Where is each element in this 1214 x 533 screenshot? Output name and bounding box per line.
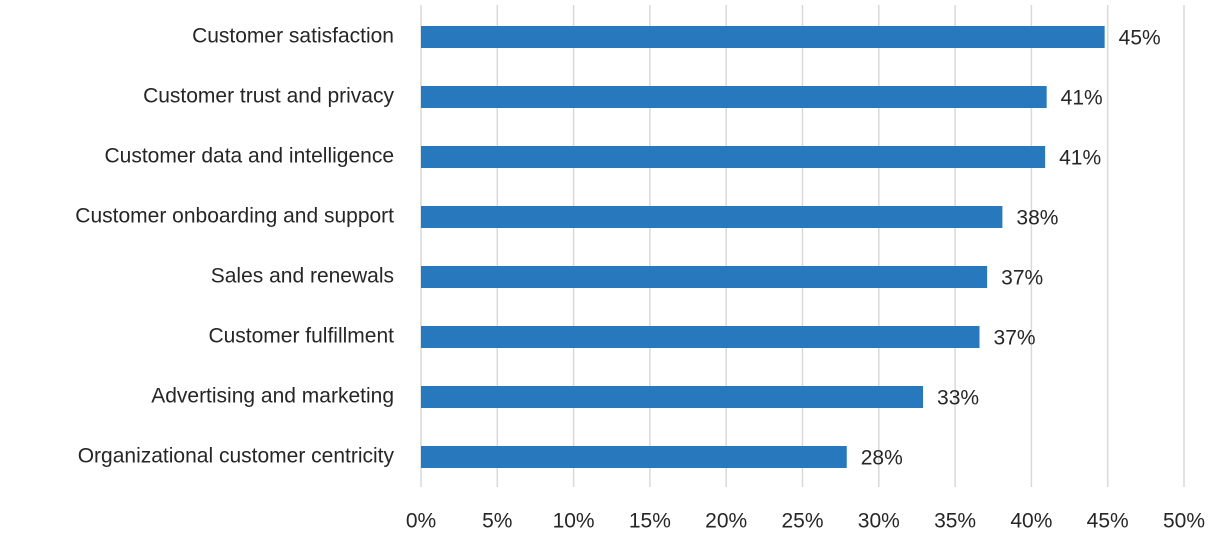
- bar: [421, 26, 1105, 48]
- bar: [421, 86, 1047, 108]
- y-tick-label: Customer onboarding and support: [75, 205, 394, 228]
- data-label: 38%: [1016, 207, 1058, 230]
- x-tick-label: 0%: [406, 510, 436, 533]
- x-tick-label: 20%: [705, 510, 747, 533]
- data-label: 37%: [1001, 267, 1043, 290]
- x-tick-label: 5%: [482, 510, 512, 533]
- x-tick-label: 25%: [781, 510, 823, 533]
- data-label: 41%: [1059, 147, 1101, 170]
- y-tick-label: Sales and renewals: [211, 265, 394, 288]
- x-tick-label: 30%: [858, 510, 900, 533]
- y-tick-label: Organizational customer centricity: [78, 445, 395, 468]
- y-tick-label: Customer trust and privacy: [143, 85, 394, 108]
- bar: [421, 446, 847, 468]
- bar: [421, 326, 980, 348]
- bar: [421, 386, 924, 408]
- bar: [421, 266, 988, 288]
- x-tick-label: 10%: [553, 510, 595, 533]
- data-label: 28%: [861, 447, 903, 470]
- x-tick-label: 40%: [1010, 510, 1052, 533]
- data-label: 45%: [1119, 27, 1161, 50]
- data-label: 37%: [994, 327, 1036, 350]
- y-tick-label: Advertising and marketing: [151, 385, 394, 408]
- x-tick-label: 45%: [1087, 510, 1129, 533]
- y-tick-label: Customer satisfaction: [192, 25, 394, 48]
- x-tick-label: 35%: [934, 510, 976, 533]
- x-tick-label: 15%: [629, 510, 671, 533]
- data-label: 41%: [1061, 87, 1103, 110]
- y-tick-label: Customer data and intelligence: [104, 145, 394, 168]
- y-tick-label: Customer fulfillment: [208, 325, 394, 348]
- data-label: 33%: [937, 387, 979, 410]
- bar: [421, 146, 1046, 168]
- bar: [421, 206, 1003, 228]
- x-tick-label: 50%: [1163, 510, 1205, 533]
